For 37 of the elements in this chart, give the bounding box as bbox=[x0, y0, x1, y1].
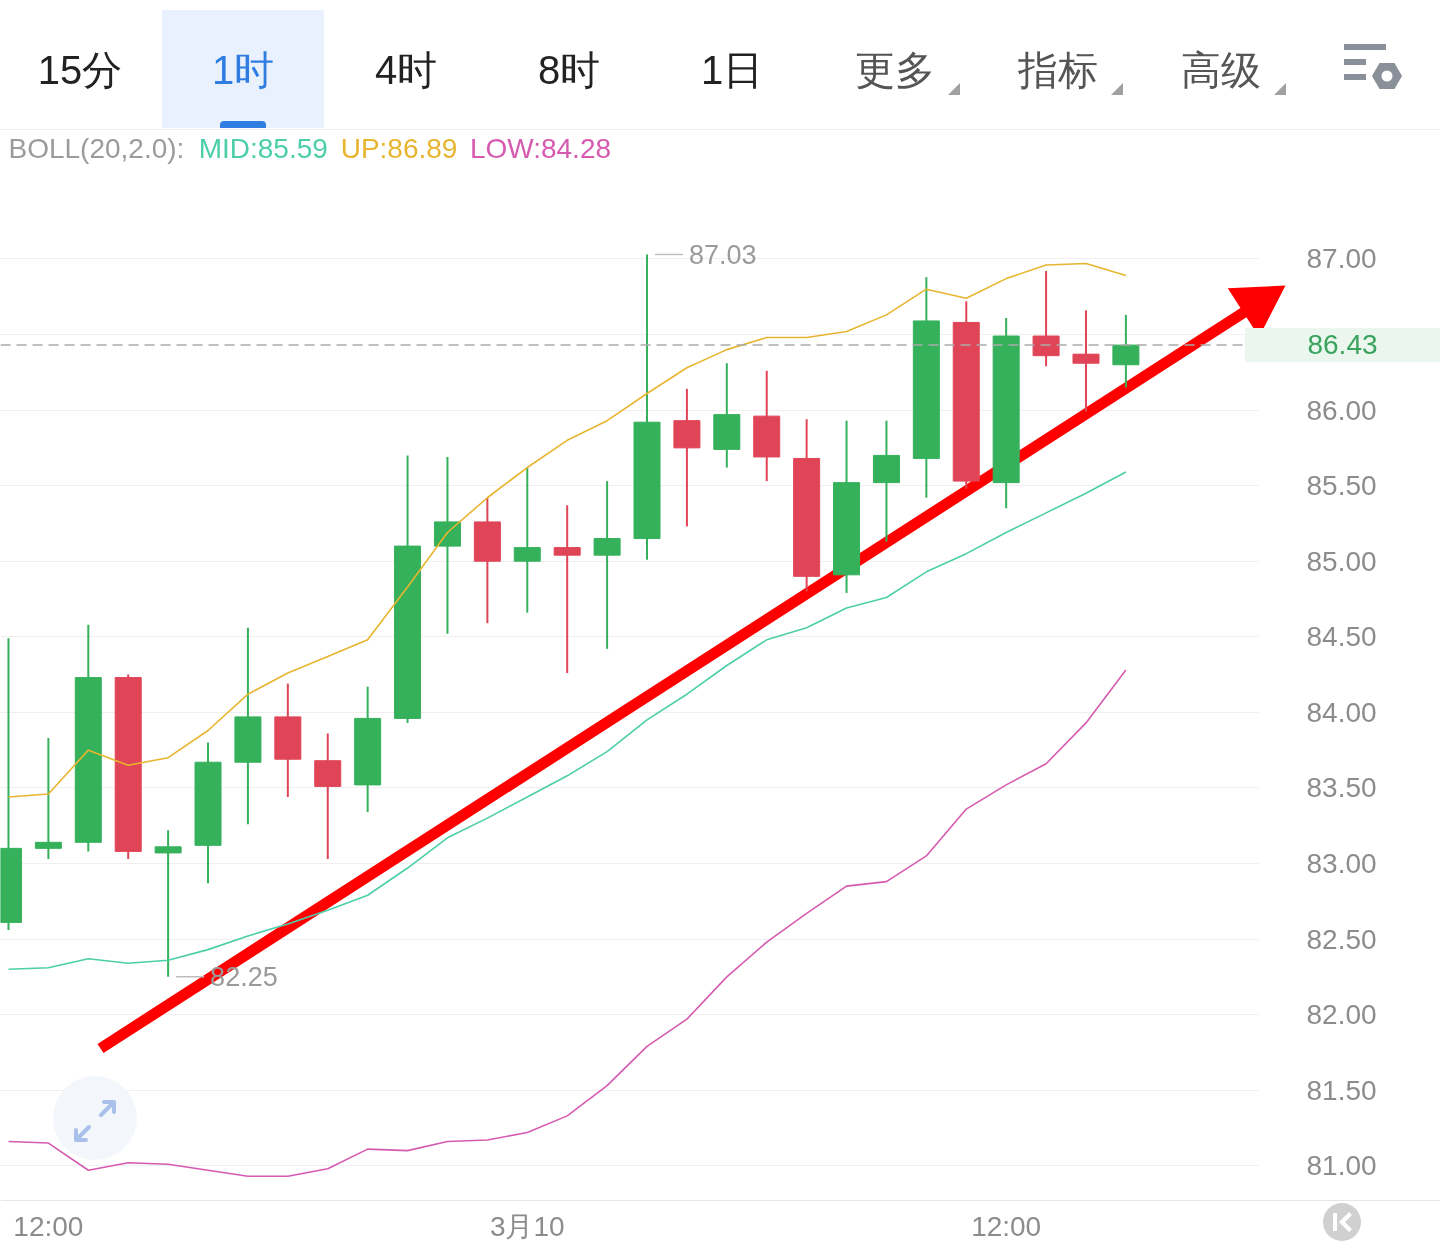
candlestick bbox=[513, 466, 541, 614]
y-tick-label: 82.00 bbox=[1306, 999, 1377, 1031]
text: 1时 bbox=[211, 48, 275, 92]
line-series bbox=[7, 262, 1127, 798]
y-tick-label: 87.00 bbox=[1306, 243, 1377, 275]
y-tick-label: 84.50 bbox=[1306, 621, 1377, 653]
y-tick-label: 83.00 bbox=[1306, 847, 1377, 879]
annotation: 87.03 bbox=[689, 239, 757, 270]
text: 4时 bbox=[374, 48, 438, 92]
ref-line-label: 86.43 bbox=[1307, 328, 1378, 360]
y-tick-label: 81.00 bbox=[1306, 1150, 1377, 1182]
y-tick-label: 85.50 bbox=[1306, 470, 1377, 502]
candlestick bbox=[34, 737, 62, 860]
candlestick bbox=[593, 480, 621, 650]
candlestick bbox=[154, 829, 182, 978]
candlestick bbox=[553, 504, 581, 675]
y-tick-label: 85.00 bbox=[1306, 545, 1377, 577]
text: MID:85.59 bbox=[198, 133, 328, 164]
x-tick-label: 12:00 bbox=[13, 1210, 84, 1242]
text: 更多 bbox=[855, 48, 935, 92]
text: 指标 bbox=[1018, 48, 1098, 92]
text: LOW:84.28 bbox=[469, 133, 612, 164]
legend-title: BOLL(20,2.0): bbox=[8, 133, 185, 164]
y-tick-label: 82.50 bbox=[1306, 923, 1377, 955]
x-tick-label: 12:00 bbox=[971, 1210, 1042, 1242]
text: 高级 bbox=[1181, 48, 1261, 92]
x-tick-label: 3月10 bbox=[489, 1210, 565, 1242]
y-tick-label: 84.00 bbox=[1306, 696, 1377, 728]
y-tick-label: 86.00 bbox=[1306, 394, 1377, 426]
text: 15分 bbox=[37, 48, 123, 92]
text: UP:86.89 bbox=[340, 133, 458, 164]
y-tick-label: 83.50 bbox=[1306, 772, 1377, 804]
y-tick-label: 81.50 bbox=[1306, 1074, 1377, 1106]
text: 8时 bbox=[537, 48, 601, 92]
text: 1日 bbox=[700, 48, 764, 92]
candlestick bbox=[1072, 309, 1100, 413]
line-series bbox=[7, 669, 1127, 1178]
